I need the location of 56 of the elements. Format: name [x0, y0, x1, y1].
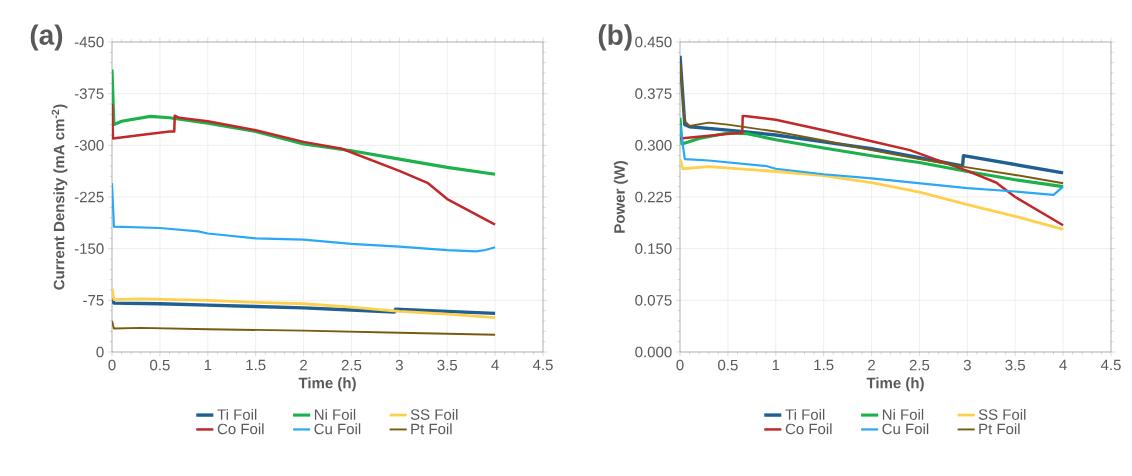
x-tick-label: 0 — [108, 359, 116, 371]
y-tick-label: 0.375 — [635, 88, 672, 99]
x-tick-label: 2.5 — [909, 359, 930, 371]
x-tick-label: 3 — [395, 359, 403, 371]
y-tick-label: -225 — [74, 191, 104, 203]
y-tick-label: 0.075 — [635, 295, 672, 306]
legend-label: Co Foil — [217, 423, 264, 435]
y-tick-label: -375 — [74, 88, 104, 99]
legend-label: Ti Foil — [785, 408, 825, 420]
x-tick-label: 1 — [772, 359, 780, 371]
y-axis-title: Power (W) — [613, 161, 628, 233]
legend-label: Pt Foil — [411, 423, 452, 435]
y-tick-label: -75 — [83, 295, 104, 306]
legend-label: SS Foil — [978, 408, 1026, 420]
x-tick-label: 1.5 — [246, 359, 266, 371]
x-tick-label: 4.5 — [532, 359, 553, 371]
x-tick-label: 4 — [1059, 359, 1067, 371]
x-tick-label: 0.5 — [150, 359, 170, 371]
legend-label: Ti Foil — [217, 408, 257, 420]
line-series — [680, 157, 1065, 231]
line-series — [112, 287, 497, 319]
y-tick-label: 0.225 — [635, 191, 672, 203]
x-tick-label: 4 — [491, 359, 499, 371]
y-tick-label: -150 — [74, 243, 104, 254]
x-tick-label: 1 — [204, 359, 212, 371]
y-tick-label: 0.000 — [635, 346, 672, 358]
x-tick-label: 0 — [676, 359, 684, 371]
line-series — [112, 320, 497, 336]
legend-label: Ni Foil — [314, 408, 356, 420]
legend-label: Ni Foil — [882, 408, 924, 420]
y-tick-label: -450 — [74, 36, 104, 48]
legend-label: Co Foil — [785, 423, 832, 435]
x-tick-label: 3.5 — [1005, 359, 1026, 371]
x-tick-label: 1.5 — [814, 359, 834, 371]
line-series — [680, 114, 1065, 227]
y-tick-label: 0.450 — [635, 36, 672, 48]
chart-title: (a) — [30, 24, 63, 51]
legend-label: Pt Foil — [979, 423, 1020, 435]
x-axis-title: Time (h) — [298, 377, 356, 392]
x-tick-label: 0.5 — [718, 359, 738, 371]
x-tick-label: 2 — [868, 359, 875, 371]
y-axis-title: Current Density (mA cm$^{-2}$) — [51, 104, 68, 290]
x-tick-label: 2.5 — [341, 359, 362, 371]
y-tick-label: -300 — [74, 140, 104, 151]
y-tick-label: 0.300 — [635, 140, 672, 151]
x-tick-label: 2 — [300, 359, 307, 371]
legend-label: Cu Foil — [882, 423, 929, 435]
chart-title: (b) — [598, 24, 632, 51]
y-tick-label: 0.150 — [635, 243, 672, 254]
x-tick-label: 3.5 — [437, 359, 458, 371]
y-tick-label: 0 — [96, 346, 104, 358]
x-axis-title: Time (h) — [866, 377, 924, 392]
x-tick-label: 3 — [963, 359, 971, 371]
legend-label: Cu Foil — [314, 423, 361, 435]
legend-label: SS Foil — [410, 408, 458, 420]
x-tick-label: 4.5 — [1100, 359, 1121, 371]
